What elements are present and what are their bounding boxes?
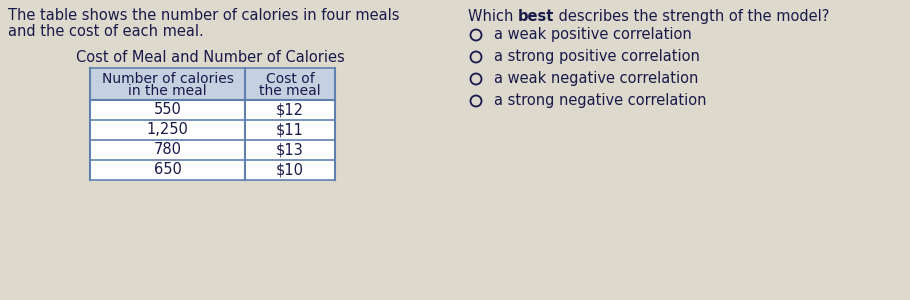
Text: a strong positive correlation: a strong positive correlation [494, 50, 700, 64]
Text: $12: $12 [276, 103, 304, 118]
Text: $10: $10 [276, 163, 304, 178]
Text: 550: 550 [154, 103, 181, 118]
Circle shape [470, 95, 481, 106]
Bar [90, 68, 335, 180]
Text: Number of calories: Number of calories [102, 72, 234, 86]
Bar [90, 68, 335, 100]
Text: a weak positive correlation: a weak positive correlation [494, 28, 692, 43]
Text: 1,250: 1,250 [147, 122, 188, 137]
Text: The table shows the number of calories in four meals: The table shows the number of calories i… [8, 8, 399, 23]
Text: best: best [518, 9, 554, 24]
Text: Which: Which [468, 9, 518, 24]
Text: 780: 780 [154, 142, 181, 158]
Text: the meal: the meal [259, 84, 321, 98]
Text: and the cost of each meal.: and the cost of each meal. [8, 24, 204, 39]
Circle shape [470, 29, 481, 40]
Text: 650: 650 [154, 163, 181, 178]
Text: Cost of: Cost of [266, 72, 314, 86]
Circle shape [470, 74, 481, 85]
Text: Cost of Meal and Number of Calories: Cost of Meal and Number of Calories [76, 50, 344, 65]
Text: in the meal: in the meal [128, 84, 207, 98]
Text: a weak negative correlation: a weak negative correlation [494, 71, 698, 86]
Text: describes the strength of the model?: describes the strength of the model? [554, 9, 830, 24]
Text: $13: $13 [276, 142, 304, 158]
Circle shape [470, 52, 481, 62]
Text: a strong negative correlation: a strong negative correlation [494, 94, 706, 109]
Text: $11: $11 [276, 122, 304, 137]
